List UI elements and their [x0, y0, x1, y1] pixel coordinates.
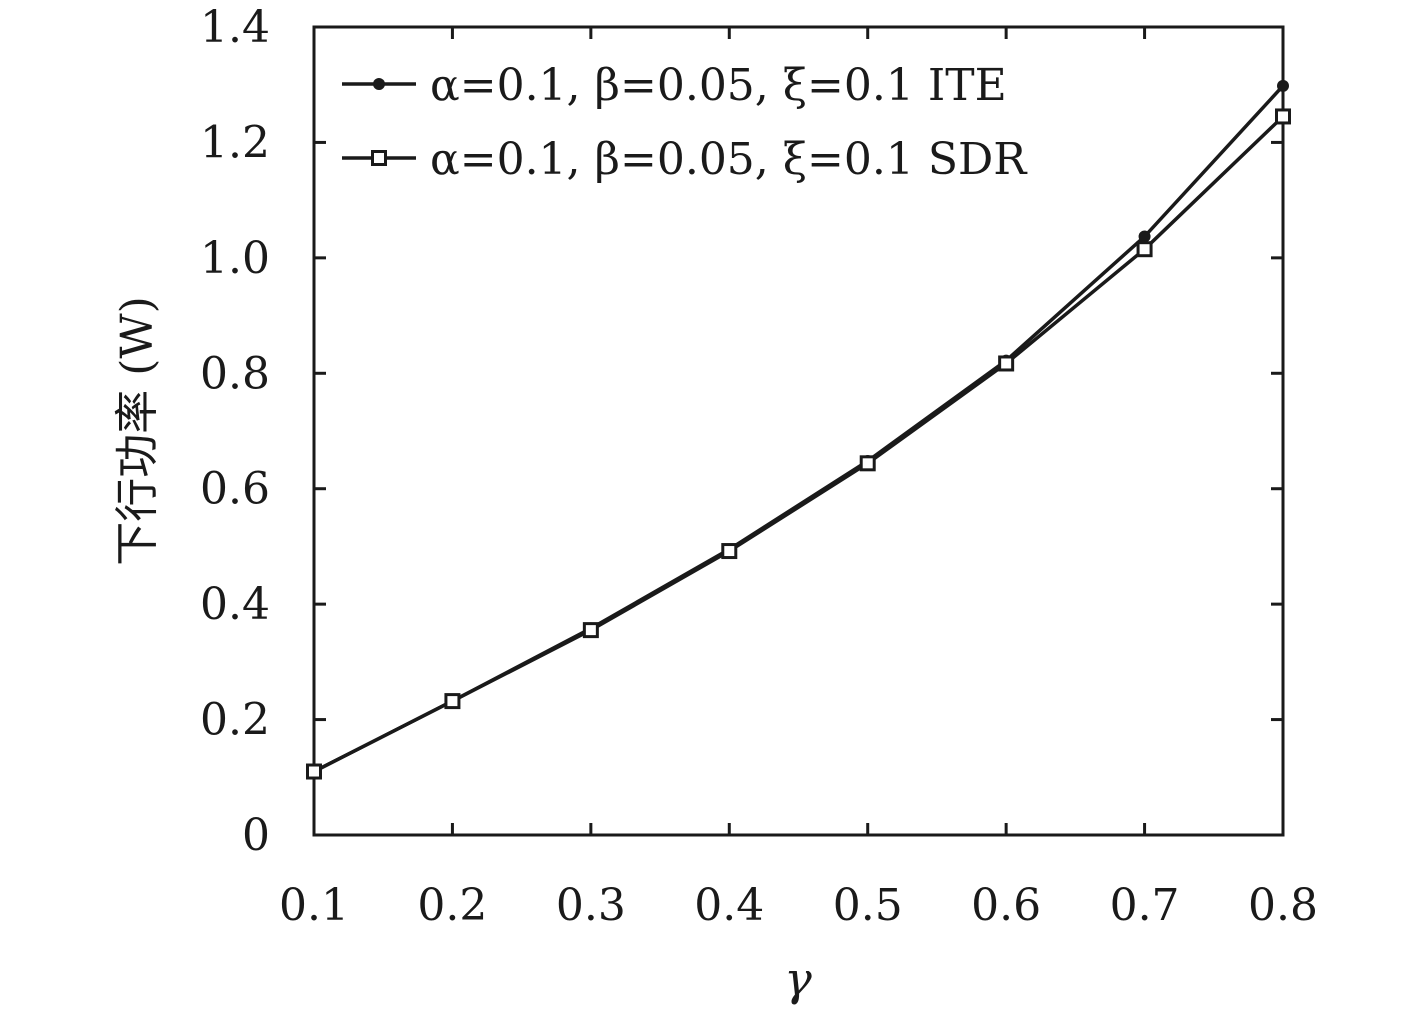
series-lines [313, 84, 1285, 774]
series-1-point [1138, 230, 1151, 243]
y-tick-label: 0.4 [200, 579, 270, 630]
y-axis-label: 下行功率 (W) [112, 296, 163, 566]
y-tick-label: 0 [242, 810, 270, 861]
series-2-point [582, 622, 599, 639]
legend-marker-2 [371, 150, 387, 166]
x-tick-label: 0.4 [694, 880, 764, 931]
y-tick-label: 1.4 [200, 2, 270, 53]
y-tick-label: 1.2 [200, 117, 270, 168]
x-tick-label: 0.2 [417, 880, 487, 931]
y-tick-label: 0.8 [200, 348, 270, 399]
legend-label-1: α=0.1, β=0.05, ξ=0.1 ITE [430, 60, 1007, 111]
x-tick-label: 0.1 [279, 880, 349, 931]
y-tick-label: 0.6 [200, 464, 270, 515]
series-1-point [1277, 79, 1289, 92]
series-2-point [998, 355, 1015, 372]
y-tick-labels: 0 0.2 0.4 0.6 0.8 1.0 1.2 1.4 [200, 2, 270, 861]
legend: α=0.1, β=0.05, ξ=0.1 ITE α=0.1, β=0.05, ξ… [342, 60, 1028, 185]
y-tick-label: 0.2 [200, 695, 270, 746]
axis-ticks [314, 27, 1283, 835]
series-2-point [859, 455, 876, 472]
x-tick-label: 0.5 [833, 880, 903, 931]
x-tick-label: 0.7 [1110, 880, 1180, 931]
series-2-point [721, 543, 738, 560]
x-tick-label: 0.8 [1248, 880, 1318, 931]
x-tick-label: 0.3 [556, 880, 626, 931]
legend-marker-1 [373, 78, 385, 90]
series-line-1 [313, 84, 1285, 774]
legend-label-2: α=0.1, β=0.05, ξ=0.1 SDR [430, 134, 1028, 185]
series-line-2 [313, 115, 1285, 774]
series-2-point [1275, 108, 1291, 125]
series-2-point [306, 763, 322, 780]
series-2-point [444, 693, 461, 710]
series-markers [306, 79, 1291, 780]
x-tick-label: 0.6 [971, 880, 1041, 931]
series-2-point [1136, 241, 1153, 258]
y-tick-label: 1.0 [200, 233, 270, 284]
x-tick-labels: 0.1 0.2 0.3 0.4 0.5 0.6 0.7 0.8 [279, 880, 1318, 931]
plot-frame [312, 25, 1285, 837]
x-axis-label: γ [784, 952, 812, 1006]
